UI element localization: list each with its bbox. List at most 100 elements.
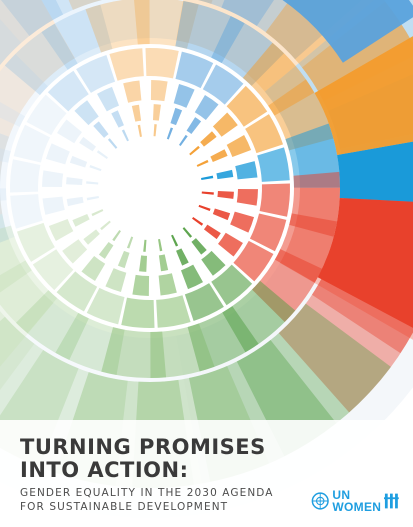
art-band-orange bbox=[314, 36, 413, 156]
art-spoke-segment bbox=[93, 121, 109, 138]
art-spoke-segment bbox=[83, 229, 100, 245]
art-spoke-segment bbox=[112, 230, 121, 242]
art-spoke-segment bbox=[0, 0, 103, 36]
art-spoke-segment bbox=[187, 306, 259, 372]
art-spoke-segment bbox=[101, 327, 167, 379]
art-spoke-segment bbox=[201, 191, 214, 195]
art-spoke-segment bbox=[171, 234, 179, 247]
art-spoke-segment bbox=[48, 218, 74, 241]
art-spoke-segment bbox=[194, 95, 219, 120]
art-band-light-blue bbox=[282, 0, 413, 63]
art-spoke-segment bbox=[173, 83, 195, 108]
art-spoke-segment bbox=[150, 323, 215, 378]
art-spoke-segment bbox=[15, 290, 89, 360]
art-band-blue bbox=[337, 141, 413, 202]
art-spoke-segment bbox=[145, 47, 179, 79]
art-center-circle bbox=[102, 140, 198, 236]
art-spoke-segment bbox=[233, 240, 274, 282]
art-spoke-segment bbox=[0, 101, 26, 163]
art-spoke-segment bbox=[81, 256, 106, 281]
art-spoke-segment bbox=[226, 85, 268, 127]
art-spoke-segment bbox=[217, 190, 234, 199]
art-spoke-segment bbox=[91, 209, 104, 217]
art-spoke-segment bbox=[0, 19, 22, 66]
art-spoke-segment bbox=[45, 143, 70, 165]
art-spoke-segment bbox=[226, 135, 252, 158]
art-spoke-segment bbox=[132, 274, 150, 296]
art-spoke-segment bbox=[236, 188, 258, 206]
art-spoke-segment bbox=[0, 310, 35, 391]
art-spoke-segment bbox=[0, 148, 11, 201]
art-spoke-segment bbox=[123, 80, 142, 103]
art-spoke-segment bbox=[211, 16, 285, 86]
art-spoke-segment bbox=[76, 54, 116, 93]
art-spoke-segment bbox=[180, 264, 203, 290]
art-spoke-segment bbox=[62, 239, 88, 264]
art-spoke-segment bbox=[139, 255, 148, 272]
art-spoke-segment bbox=[186, 117, 202, 135]
art-spoke-segment bbox=[176, 248, 189, 266]
art-spoke-segment bbox=[166, 127, 174, 140]
art-spoke-segment bbox=[0, 225, 32, 293]
un-emblem-icon bbox=[311, 492, 329, 510]
women-figures-icon bbox=[384, 493, 399, 509]
art-spoke-segment bbox=[152, 104, 161, 121]
art-spoke-segment bbox=[192, 217, 204, 226]
art-wash-sector bbox=[41, 0, 184, 59]
art-spoke-segment bbox=[0, 0, 64, 66]
art-spoke-segment bbox=[121, 297, 155, 328]
art-spoke-segment bbox=[126, 236, 134, 249]
art-spoke-segment bbox=[216, 169, 234, 180]
art-spoke-segment bbox=[156, 295, 191, 328]
art-spoke-segment bbox=[57, 119, 82, 144]
art-spoke-segment bbox=[211, 264, 253, 306]
art-wash-sector bbox=[0, 214, 54, 367]
art-spoke-segment bbox=[9, 159, 41, 193]
art-spoke-segment bbox=[285, 123, 340, 188]
art-spoke-segment bbox=[117, 250, 130, 269]
art-spoke-segment bbox=[210, 149, 228, 162]
art-spoke-segment bbox=[86, 196, 99, 201]
art-spoke-segment bbox=[175, 0, 245, 64]
art-spoke-segment bbox=[196, 159, 209, 167]
report-title-line-2: Into Action: bbox=[20, 458, 189, 482]
art-spoke-segment bbox=[134, 0, 199, 49]
art-spoke-segment bbox=[201, 250, 226, 276]
art-spoke-segment bbox=[202, 64, 244, 105]
art-spoke-segment bbox=[97, 86, 120, 112]
art-spoke-segment bbox=[191, 238, 207, 255]
art-spoke-segment bbox=[200, 131, 217, 147]
art-spoke-segment bbox=[158, 273, 177, 296]
art-spoke-segment bbox=[100, 220, 111, 231]
art-spoke-segment bbox=[121, 129, 129, 142]
art-spoke-segment bbox=[212, 112, 238, 137]
art-spoke-segment bbox=[236, 303, 391, 457]
art-spoke-segment bbox=[182, 227, 193, 238]
art-spoke-segment bbox=[72, 214, 90, 227]
art-spoke-segment bbox=[96, 150, 108, 159]
logo-text-un: UN bbox=[332, 488, 351, 502]
art-spoke-segment bbox=[107, 138, 118, 149]
art-spoke-segment bbox=[79, 136, 97, 152]
art-spoke-segment bbox=[153, 124, 157, 137]
art-spoke-segment bbox=[137, 124, 142, 137]
art-spoke-segment bbox=[203, 224, 221, 240]
art-spoke-segment bbox=[222, 280, 296, 353]
art-spoke-segment bbox=[230, 211, 255, 233]
art-spoke-segment bbox=[47, 70, 89, 112]
art-spoke-segment bbox=[131, 104, 142, 122]
art-spoke-segment bbox=[85, 0, 150, 53]
art-spoke-segment bbox=[86, 287, 125, 325]
art-spoke-segment bbox=[0, 188, 15, 243]
art-spoke-segment bbox=[109, 48, 144, 81]
art-spoke-segment bbox=[105, 268, 127, 293]
art-spoke-segment bbox=[212, 208, 231, 221]
report-title-line-1: Turning Promises bbox=[20, 435, 266, 459]
art-spoke-segment bbox=[0, 53, 48, 127]
art-spoke-segment bbox=[158, 239, 163, 252]
art-wash-sector bbox=[0, 0, 75, 137]
art-spoke-segment bbox=[257, 147, 290, 182]
art-spoke-segment bbox=[56, 271, 98, 312]
report-subtitle-line-2: for Sustainable Development bbox=[20, 501, 229, 513]
